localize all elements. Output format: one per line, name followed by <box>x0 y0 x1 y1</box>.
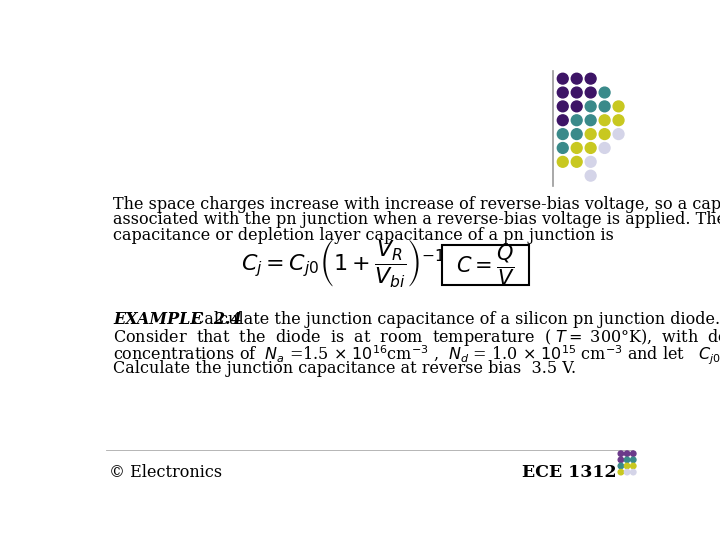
Text: The space charges increase with increase of reverse-bias voltage, so a capacitor: The space charges increase with increase… <box>113 195 720 213</box>
Circle shape <box>631 457 636 462</box>
Circle shape <box>599 143 610 153</box>
Circle shape <box>624 451 630 456</box>
Text: $C_j = C_{j0}\left(1 + \dfrac{V_R}{V_{bi}}\right)^{-1/2}$: $C_j = C_{j0}\left(1 + \dfrac{V_R}{V_{bi… <box>241 238 459 289</box>
Circle shape <box>571 101 582 112</box>
Circle shape <box>571 157 582 167</box>
Text: capacitance or depletion layer capacitance of a pn junction is: capacitance or depletion layer capacitan… <box>113 226 614 244</box>
Circle shape <box>631 451 636 456</box>
Circle shape <box>599 115 610 126</box>
Text: EXAMPLE  2.4: EXAMPLE 2.4 <box>113 311 242 328</box>
Circle shape <box>585 129 596 139</box>
Text: $C = \dfrac{Q}{V}$: $C = \dfrac{Q}{V}$ <box>456 242 515 288</box>
Circle shape <box>624 457 630 462</box>
Circle shape <box>557 143 568 153</box>
Circle shape <box>571 129 582 139</box>
Circle shape <box>599 87 610 98</box>
Circle shape <box>618 469 624 475</box>
Circle shape <box>631 469 636 475</box>
Circle shape <box>618 451 624 456</box>
Circle shape <box>557 101 568 112</box>
Circle shape <box>571 87 582 98</box>
Circle shape <box>557 129 568 139</box>
Circle shape <box>631 463 636 469</box>
Circle shape <box>571 115 582 126</box>
Text: ECE 1312: ECE 1312 <box>523 464 617 481</box>
Circle shape <box>585 143 596 153</box>
Circle shape <box>624 469 630 475</box>
Circle shape <box>571 73 582 84</box>
Circle shape <box>613 129 624 139</box>
Circle shape <box>618 463 624 469</box>
Circle shape <box>599 101 610 112</box>
Circle shape <box>585 115 596 126</box>
Text: Consider  that  the  diode  is  at  room  temperature  ( $T =$ 300°K),  with  do: Consider that the diode is at room tempe… <box>113 327 720 348</box>
Text: Calculate the junction capacitance at reverse bias  3.5 V.: Calculate the junction capacitance at re… <box>113 360 577 377</box>
Circle shape <box>585 101 596 112</box>
Circle shape <box>557 157 568 167</box>
Circle shape <box>585 73 596 84</box>
Circle shape <box>585 87 596 98</box>
Text: associated with the pn junction when a reverse-bias voltage is applied. The junc: associated with the pn junction when a r… <box>113 211 720 228</box>
Circle shape <box>557 73 568 84</box>
Circle shape <box>571 143 582 153</box>
FancyBboxPatch shape <box>442 245 528 285</box>
Circle shape <box>618 457 624 462</box>
Circle shape <box>585 170 596 181</box>
Circle shape <box>557 87 568 98</box>
Circle shape <box>557 115 568 126</box>
Circle shape <box>613 115 624 126</box>
Text: Calculate the junction capacitance of a silicon pn junction diode.: Calculate the junction capacitance of a … <box>187 311 720 328</box>
Circle shape <box>613 101 624 112</box>
Text: © Electronics: © Electronics <box>109 464 222 481</box>
Circle shape <box>624 463 630 469</box>
Text: concentrations of  $N_a$ =1.5 $\times$ $10^{16}$cm$^{-3}$ ,  $N_d$ = 1.0 $\times: concentrations of $N_a$ =1.5 $\times$ $1… <box>113 343 720 367</box>
Circle shape <box>585 157 596 167</box>
Circle shape <box>599 129 610 139</box>
